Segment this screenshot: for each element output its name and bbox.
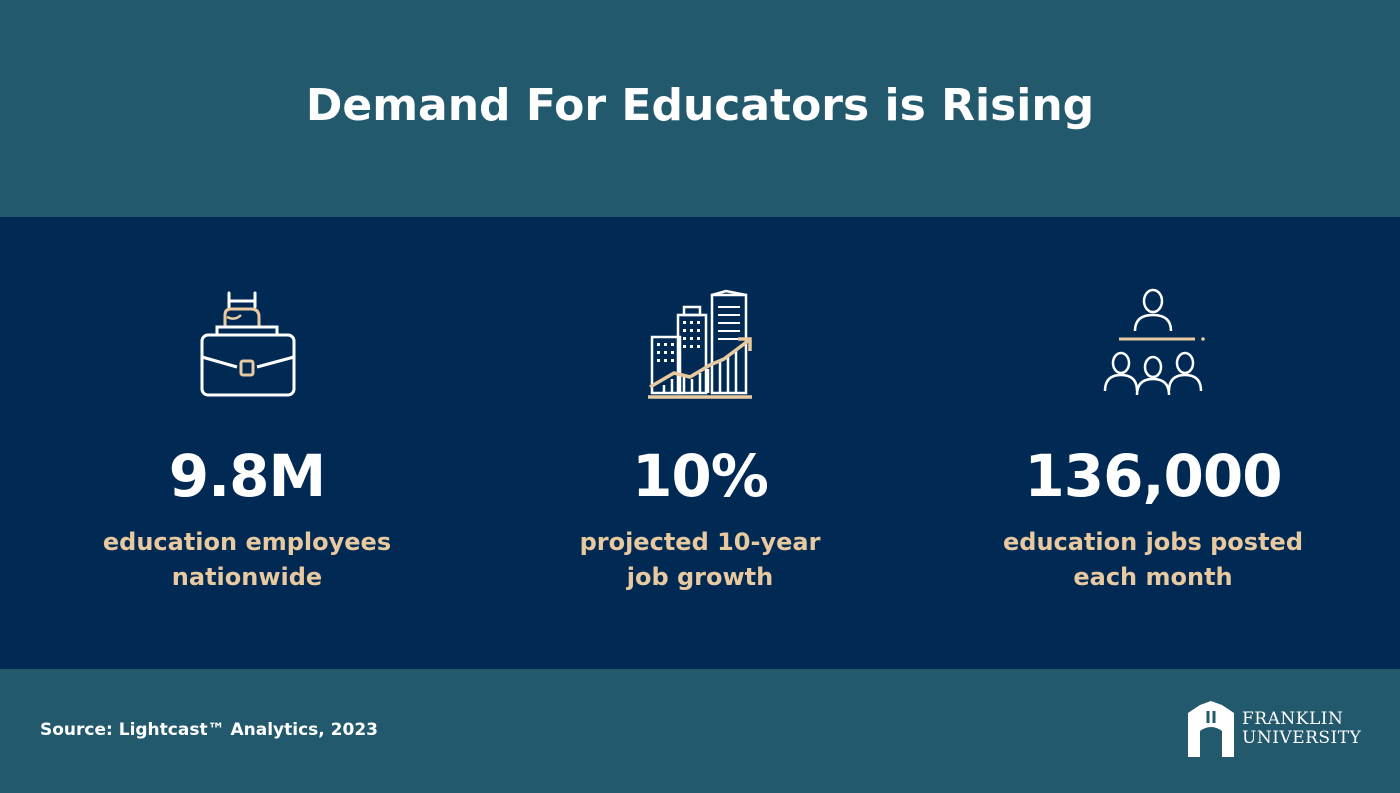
- stat-desc-line2: job growth: [626, 563, 774, 591]
- logo-line2: UNIVERSITY: [1242, 728, 1362, 748]
- stat-jobs-posted: 136,000 education jobs posted each month: [923, 217, 1383, 669]
- stat-description: education jobs posted each month: [993, 525, 1313, 595]
- stat-description: projected 10-year job growth: [540, 525, 860, 595]
- stat-description: education employees nationwide: [87, 525, 407, 595]
- logo-text: FRANKLIN UNIVERSITY: [1242, 710, 1361, 748]
- stat-desc-line1: education employees: [102, 528, 392, 556]
- stat-value: 9.8M: [168, 442, 326, 510]
- logo-line1: FRANKLIN: [1242, 709, 1344, 729]
- briefcase-hand-icon: [200, 291, 296, 397]
- page-title: Demand For Educators is Rising: [305, 80, 1095, 131]
- stats-band: 9.8M education employees nationwide: [0, 217, 1400, 669]
- stat-desc-line1: education jobs posted: [1002, 528, 1303, 556]
- stat-desc-line2: each month: [1073, 563, 1233, 591]
- stat-value: 10%: [632, 442, 769, 510]
- stat-value: 136,000: [1024, 442, 1282, 510]
- city-growth-chart-icon: [648, 289, 752, 399]
- stat-growth: 10% projected 10-year job growth: [470, 217, 930, 669]
- footer: Source: Lightcast™ Analytics, 2023 FRANK…: [0, 669, 1400, 793]
- teacher-students-icon: [1103, 288, 1205, 396]
- franklin-crest-icon: [1188, 701, 1234, 757]
- stat-desc-line1: projected 10-year: [579, 528, 821, 556]
- source-citation: Source: Lightcast™ Analytics, 2023: [40, 720, 378, 740]
- header: Demand For Educators is Rising: [0, 0, 1400, 217]
- franklin-logo: FRANKLIN UNIVERSITY: [1186, 701, 1361, 757]
- stat-employees: 9.8M education employees nationwide: [17, 217, 477, 669]
- stat-desc-line2: nationwide: [171, 563, 323, 591]
